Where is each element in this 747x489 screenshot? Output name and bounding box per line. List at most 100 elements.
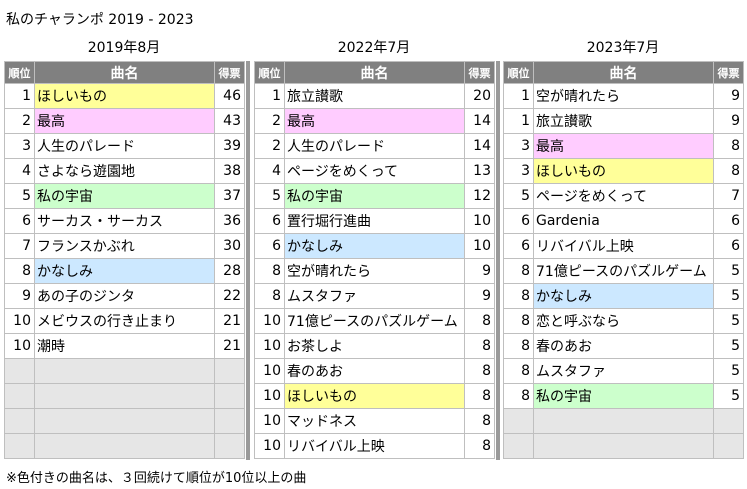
ranking-table-2022: 順位 曲名 得票 1 旅立讃歌 20 2 最高 14 2 人生のパレード 14 4 ページをめくって… <box>254 61 495 459</box>
empty-cell <box>713 433 744 459</box>
table-row: 10 ほしいもの 8 <box>254 383 495 409</box>
table-row: 8 かなしみ 28 <box>4 258 245 284</box>
table-row: 1 空が晴れたら 9 <box>503 83 744 109</box>
song-cell: ほしいもの <box>284 383 465 409</box>
table-row: 8 かなしみ 5 <box>503 283 744 309</box>
rank-cell: 3 <box>4 133 35 159</box>
song-cell: リバイバル上映 <box>533 233 714 259</box>
table-row: 3 最高 8 <box>503 133 744 159</box>
song-header: 曲名 <box>533 61 714 84</box>
votes-cell: 21 <box>214 308 245 334</box>
song-cell: あの子のジンタ <box>34 283 215 309</box>
rank-cell: 8 <box>503 358 534 384</box>
song-cell: 旅立讃歌 <box>284 83 465 109</box>
empty-cell <box>214 383 245 409</box>
song-cell: サーカス・サーカス <box>34 208 215 234</box>
empty-cell <box>4 408 35 434</box>
votes-cell: 5 <box>713 283 744 309</box>
votes-cell: 22 <box>214 283 245 309</box>
empty-cell <box>533 408 714 434</box>
votes-cell: 5 <box>713 333 744 359</box>
rank-cell: 10 <box>254 333 285 359</box>
rank-cell: 6 <box>503 208 534 234</box>
song-cell: メビウスの行き止まり <box>34 308 215 334</box>
table-row: 6 置行堀行進曲 10 <box>254 208 495 234</box>
votes-cell: 10 <box>464 233 495 259</box>
votes-cell: 46 <box>214 83 245 109</box>
song-cell: 最高 <box>284 108 465 134</box>
song-cell: ほしいもの <box>34 83 215 109</box>
rank-cell: 5 <box>503 183 534 209</box>
votes-cell: 20 <box>464 83 495 109</box>
table-row: 2 人生のパレード 14 <box>254 133 495 159</box>
table-row: 5 私の宇宙 12 <box>254 183 495 209</box>
song-cell: ページをめくって <box>284 158 465 184</box>
rank-cell: 5 <box>254 183 285 209</box>
footnote: ※色付きの曲名は、３回続けて順位が10位以上の曲 <box>6 471 307 486</box>
song-cell: フランスかぶれ <box>34 233 215 259</box>
votes-cell: 5 <box>713 258 744 284</box>
votes-cell: 12 <box>464 183 495 209</box>
empty-cell <box>34 433 215 459</box>
rank-cell: 6 <box>254 208 285 234</box>
table-row: 4 ページをめくって 13 <box>254 158 495 184</box>
ranking-table-2023: 順位 曲名 得票 1 空が晴れたら 9 1 旅立讃歌 9 3 最高 8 3 ほしいもの 8 5 ページをめ… <box>503 61 744 459</box>
rank-cell: 5 <box>4 183 35 209</box>
song-cell: 71億ピースのパズルゲーム <box>533 258 714 284</box>
song-cell: 私の宇宙 <box>34 183 215 209</box>
song-cell: 私の宇宙 <box>533 383 714 409</box>
rank-cell: 1 <box>503 108 534 134</box>
rank-cell: 10 <box>4 308 35 334</box>
song-cell: お茶しよ <box>284 333 465 359</box>
empty-cell <box>214 433 245 459</box>
empty-cell <box>4 433 35 459</box>
votes-cell: 8 <box>464 333 495 359</box>
empty-cell <box>214 358 245 384</box>
sheet-title: 私のチャランポ 2019 - 2023 <box>6 12 194 28</box>
empty-cell <box>4 358 35 384</box>
song-cell: 71億ピースのパズルゲーム <box>284 308 465 334</box>
table-row: 8 恋と呼ぶなら 5 <box>503 308 744 334</box>
votes-cell: 38 <box>214 158 245 184</box>
table-row: 6 Gardenia 6 <box>503 208 744 234</box>
table-row: 5 ページをめくって 7 <box>503 183 744 209</box>
period-2022: 2022年7月 <box>337 40 411 56</box>
rank-cell: 10 <box>4 333 35 359</box>
rank-cell: 10 <box>254 408 285 434</box>
rank-cell: 8 <box>503 333 534 359</box>
rank-cell: 7 <box>4 233 35 259</box>
rank-cell: 1 <box>503 83 534 109</box>
table-row: 3 ほしいもの 8 <box>503 158 744 184</box>
song-cell: かなしみ <box>284 233 465 259</box>
table-row: 6 かなしみ 10 <box>254 233 495 259</box>
song-cell: ムスタファ <box>284 283 465 309</box>
votes-cell: 14 <box>464 108 495 134</box>
song-cell: 最高 <box>34 108 215 134</box>
votes-cell: 8 <box>464 408 495 434</box>
empty-row <box>4 408 245 434</box>
table-row: 10 潮時 21 <box>4 333 245 359</box>
votes-cell: 9 <box>464 283 495 309</box>
rank-cell: 2 <box>254 108 285 134</box>
empty-cell <box>4 383 35 409</box>
empty-cell <box>34 358 215 384</box>
rank-cell: 10 <box>254 358 285 384</box>
votes-header: 得票 <box>713 61 744 84</box>
rank-header: 順位 <box>4 61 35 84</box>
votes-cell: 39 <box>214 133 245 159</box>
song-cell: Gardenia <box>533 208 714 234</box>
votes-cell: 21 <box>214 333 245 359</box>
rank-cell: 6 <box>254 233 285 259</box>
song-cell: 私の宇宙 <box>284 183 465 209</box>
votes-cell: 8 <box>464 308 495 334</box>
votes-cell: 6 <box>713 208 744 234</box>
votes-cell: 8 <box>464 383 495 409</box>
rank-cell: 10 <box>254 383 285 409</box>
votes-cell: 5 <box>713 383 744 409</box>
votes-cell: 10 <box>464 208 495 234</box>
song-cell: かなしみ <box>34 258 215 284</box>
table-row: 1 旅立讃歌 9 <box>503 108 744 134</box>
rank-cell: 6 <box>4 208 35 234</box>
empty-row <box>4 433 245 459</box>
table-row: 8 私の宇宙 5 <box>503 383 744 409</box>
